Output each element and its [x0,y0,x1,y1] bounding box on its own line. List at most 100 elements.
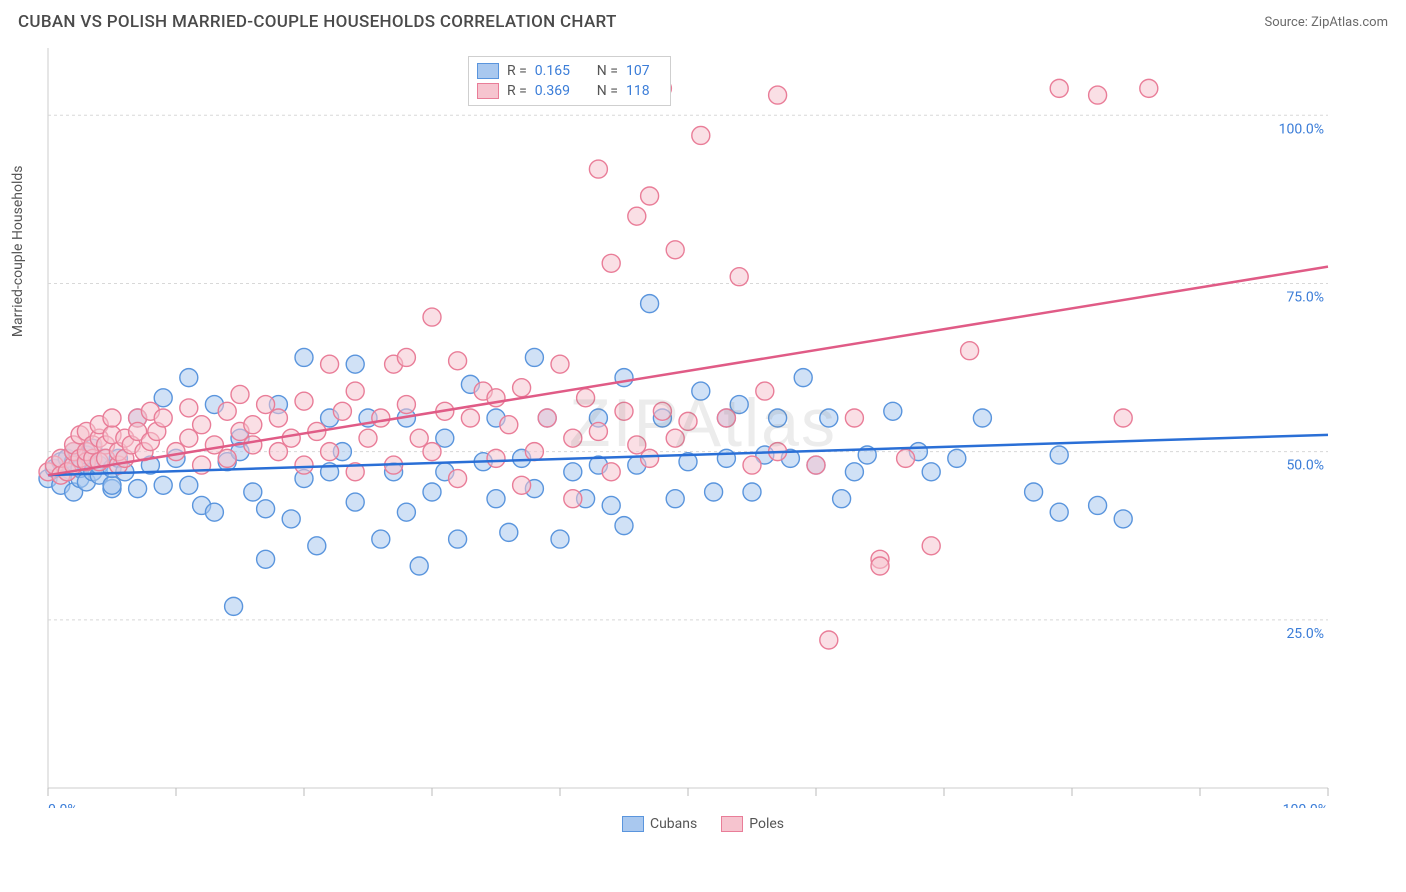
data-point [602,463,620,481]
data-point [500,416,518,434]
data-point [641,295,659,313]
data-point [193,416,211,434]
legend-series-name: Poles [749,816,784,832]
data-point [154,409,172,427]
data-point [897,449,915,467]
data-point [461,409,479,427]
y-tick-label: 100.0% [1279,121,1324,137]
data-point [257,500,275,518]
data-point [1140,79,1158,97]
legend-r-label: R = [507,63,527,79]
data-point [295,456,313,474]
y-tick-label: 50.0% [1286,458,1324,474]
data-point [743,483,761,501]
data-point [564,429,582,447]
data-point [397,396,415,414]
data-point [346,355,364,373]
data-point [602,496,620,514]
data-point [423,308,441,326]
data-point [615,402,633,420]
data-point [257,550,275,568]
data-point [372,409,390,427]
data-point [1050,503,1068,521]
data-point [1089,496,1107,514]
data-point [410,557,428,575]
data-point [833,490,851,508]
legend-item: Cubans [622,816,697,832]
legend-row: R =0.165N =107 [477,61,662,81]
data-point [346,493,364,511]
legend-swatch [477,83,499,99]
data-point [769,409,787,427]
data-point [653,402,671,420]
data-point [1050,79,1068,97]
data-point [564,490,582,508]
series-legend: Cubans Poles [0,816,1406,832]
data-point [244,483,262,501]
data-point [244,416,262,434]
data-point [615,517,633,535]
data-point [180,399,198,417]
legend-n-label: N = [597,63,618,79]
data-point [321,355,339,373]
data-point [666,429,684,447]
data-point [769,86,787,104]
scatter-chart: 25.0% 50.0% 75.0% 100.0% 0.0% 100.0% [18,38,1348,808]
data-point [180,369,198,387]
data-point [743,456,761,474]
data-point [244,436,262,454]
data-point [628,207,646,225]
data-point [922,537,940,555]
data-point [269,409,287,427]
trend-line [48,267,1328,476]
data-point [423,443,441,461]
legend-r-value: 0.165 [535,63,589,79]
data-point [513,476,531,494]
data-point [1050,446,1068,464]
data-point [973,409,991,427]
data-point [922,463,940,481]
y-tick-label: 75.0% [1286,289,1324,305]
data-point [884,402,902,420]
data-point [295,348,313,366]
legend-r-value: 0.369 [535,83,589,99]
data-point [282,429,300,447]
data-point [551,530,569,548]
data-point [1025,483,1043,501]
legend-n-value: 118 [626,83,662,99]
data-point [551,355,569,373]
data-point [666,490,684,508]
data-point [525,443,543,461]
legend-swatch [721,816,743,832]
data-point [282,510,300,528]
data-point [666,241,684,259]
data-point [589,422,607,440]
data-point [154,476,172,494]
data-point [1089,86,1107,104]
data-point [1114,510,1132,528]
x-tick-label: 100.0% [1283,802,1328,808]
data-point [231,385,249,403]
data-point [807,456,825,474]
x-tick-label: 0.0% [48,802,78,808]
data-point [129,480,147,498]
data-point [577,389,595,407]
data-point [321,443,339,461]
data-point [359,429,377,447]
data-point [615,369,633,387]
legend-swatch [477,63,499,79]
data-point [692,382,710,400]
data-point [961,342,979,360]
data-point [538,409,556,427]
data-point [756,382,774,400]
data-point [794,369,812,387]
data-point [525,348,543,366]
data-point [487,449,505,467]
data-point [500,523,518,541]
chart-title: CUBAN VS POLISH MARRIED-COUPLE HOUSEHOLD… [18,12,617,32]
data-point [1114,409,1132,427]
legend-item: Poles [721,816,784,832]
legend-row: R =0.369N =118 [477,81,662,101]
data-point [871,557,889,575]
y-tick-label: 25.0% [1286,626,1324,642]
